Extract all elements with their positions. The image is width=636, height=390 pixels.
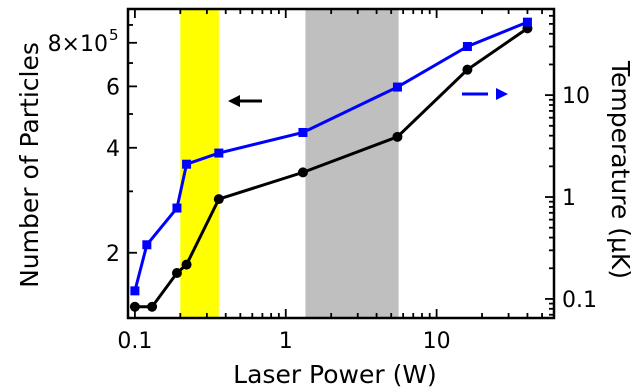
axis-arrows — [228, 88, 508, 107]
arrow-right-head — [496, 88, 508, 100]
y2-tick-label: 0.1 — [562, 288, 597, 313]
y-tick-label: 4 — [106, 137, 120, 162]
series — [129, 17, 533, 312]
y2-tick-label: 1 — [562, 186, 576, 211]
arrow-left-head — [228, 95, 240, 107]
series-1-point — [462, 41, 472, 51]
series-0-point — [297, 167, 308, 178]
ticks: 0.1 1 10 2 4 6 8×10 5 0.1 1 10 — [48, 8, 597, 354]
series-1-point — [182, 159, 192, 169]
series-1-point — [142, 240, 152, 250]
series-0-point — [129, 301, 140, 312]
y-axis-label: Number of Particles — [15, 42, 44, 288]
series-0-point — [171, 267, 182, 278]
series-1-point — [298, 127, 308, 137]
series-1-point — [392, 82, 402, 92]
plot-frame — [126, 7, 556, 320]
highlight-bands — [180, 9, 399, 318]
x-tick-label: 10 — [423, 329, 451, 354]
series-0-point — [147, 301, 158, 312]
x-tick-label: 0.1 — [117, 329, 152, 354]
y-tick-label: 8×10 — [48, 32, 108, 57]
series-0-point — [462, 64, 473, 75]
y2-axis-label: Temperature (µK) — [606, 60, 635, 279]
band-1 — [305, 9, 399, 318]
y-tick-label: 2 — [106, 242, 120, 267]
series-0-point — [392, 131, 403, 142]
x-axis-label: Laser Power (W) — [233, 360, 437, 389]
y-tick-label: 6 — [106, 75, 120, 100]
series-1-point — [522, 17, 532, 27]
series-0-point — [181, 259, 192, 270]
series-0-point — [213, 194, 224, 205]
series-1-point — [130, 286, 140, 296]
x-tick-label: 1 — [279, 329, 293, 354]
y2-tick-label: 10 — [562, 84, 590, 109]
series-1-point — [214, 148, 224, 158]
series-1-point — [172, 203, 182, 213]
y-tick-exponent: 5 — [109, 26, 119, 44]
